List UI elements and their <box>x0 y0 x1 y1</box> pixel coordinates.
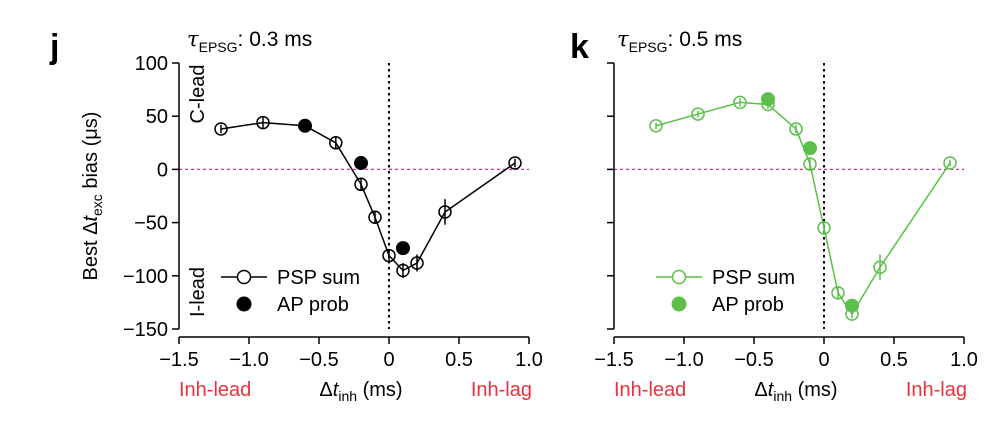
ap-prob-point <box>803 141 817 156</box>
psp-sum-point <box>803 157 817 171</box>
y-tick-label: −50 <box>134 213 168 235</box>
y-tick-label: −100 <box>123 266 168 288</box>
x-label-prefix: Δ <box>319 379 332 401</box>
psp-sum-point <box>396 263 410 278</box>
x-label-var: t <box>333 379 340 401</box>
x-tick-label: −1.5 <box>594 349 633 371</box>
title-subscript: EPSG <box>629 39 668 55</box>
axis-end-label-left: Inh-lead <box>614 379 686 401</box>
x-label-suffix: (ms) <box>792 379 838 401</box>
legend-psp-label: PSP sum <box>712 267 795 289</box>
x-tick-label: −1.0 <box>229 349 268 371</box>
ap-prob-point <box>354 156 368 171</box>
legend-psp-label: PSP sum <box>277 267 360 289</box>
psp-sum-point <box>368 210 382 225</box>
y-tick-label: 0 <box>157 159 168 181</box>
legend-psp-marker <box>671 269 687 285</box>
y-axis-label: Best Δtexc bias (μs) <box>80 112 105 281</box>
psp-sum-point <box>817 221 831 235</box>
psp-sum-point <box>508 156 522 170</box>
psp-sum-point <box>214 122 228 136</box>
y-label-prefix: Best Δ <box>80 222 102 281</box>
psp-sum-point <box>438 205 452 219</box>
panel-letter: k <box>570 28 589 66</box>
title-value: : 0.5 ms <box>668 28 743 51</box>
title-subscript: EPSG <box>199 39 238 55</box>
psp-sum-point <box>298 119 312 133</box>
y-label-suffix: bias (μs) <box>80 112 102 195</box>
psp-sum-point <box>410 256 424 270</box>
psp-sum-point <box>382 248 396 263</box>
x-tick-label: 0 <box>383 349 394 371</box>
panel-letter: j <box>49 28 59 66</box>
psp-sum-point <box>943 156 957 170</box>
x-tick-label: 0 <box>818 349 829 371</box>
x-label-sub: inh <box>338 388 357 404</box>
x-tick-label: 0.5 <box>880 349 908 371</box>
title-symbol: τ <box>617 27 629 51</box>
psp-sum-line <box>655 101 951 316</box>
x-tick-label: −0.5 <box>299 349 338 371</box>
psp-sum-point <box>831 286 845 300</box>
x-axis-label: Δtinh (ms) <box>319 379 402 404</box>
legend-ap-label: AP prob <box>277 294 349 316</box>
title-value: : 0.3 ms <box>238 28 313 51</box>
x-label-var: t <box>768 379 775 401</box>
psp-sum-point <box>873 260 887 275</box>
psp-sum-point <box>845 307 859 321</box>
legend-ap-marker <box>236 296 252 312</box>
title-symbol: τ <box>187 27 199 51</box>
x-axis-label: Δtinh (ms) <box>754 379 837 404</box>
panel-title: τEPSG: 0.5 ms <box>617 27 742 55</box>
psp-sum-point <box>691 107 705 121</box>
x-tick-label: 1.0 <box>950 349 978 371</box>
panel-title: τEPSG: 0.3 ms <box>187 27 312 55</box>
legend-ap-label: AP prob <box>712 294 784 316</box>
x-tick-label: 0.5 <box>445 349 473 371</box>
psp-sum-point <box>329 136 343 150</box>
panel-j: j τEPSG: 0.3 ms 100 50 0 −50 −100 −150 −1.5 −1.0 −… <box>49 27 543 404</box>
psp-sum-point <box>789 122 803 136</box>
y-label-sub: exc <box>89 194 105 216</box>
y-tick-label: 50 <box>146 106 168 128</box>
x-tick-label: −1.0 <box>664 349 703 371</box>
panel-k: k τEPSG: 0.5 ms −1.5 −1.0 −0.5 0 0.5 1.0 Δtinh (… <box>570 27 978 404</box>
x-label-suffix: (ms) <box>357 379 403 401</box>
x-tick-label: −1.5 <box>159 349 198 371</box>
x-label-sub: inh <box>773 388 792 404</box>
psp-sum-point <box>649 119 663 133</box>
axis-end-label-right: Inh-lag <box>471 379 532 401</box>
legend-ap-marker <box>671 296 687 312</box>
axis-end-label-right: Inh-lag <box>906 379 967 401</box>
legend-psp-marker <box>236 269 252 285</box>
y-label-var: t <box>80 215 102 222</box>
region-label-top: C-lead <box>187 65 209 124</box>
x-tick-label: −0.5 <box>734 349 773 371</box>
region-label-bottom: I-lead <box>187 267 209 317</box>
x-tick-label: 1.0 <box>515 349 543 371</box>
psp-sum-point <box>733 95 747 110</box>
ap-prob-point <box>396 241 410 256</box>
y-tick-label: −150 <box>123 319 168 341</box>
psp-sum-point <box>354 177 368 192</box>
y-tick-label: 100 <box>135 53 168 75</box>
psp-sum-point <box>256 115 270 130</box>
x-label-prefix: Δ <box>754 379 767 401</box>
psp-sum-line <box>220 121 516 272</box>
axis-end-label-left: Inh-lead <box>179 379 251 401</box>
psp-sum-point <box>761 97 775 112</box>
